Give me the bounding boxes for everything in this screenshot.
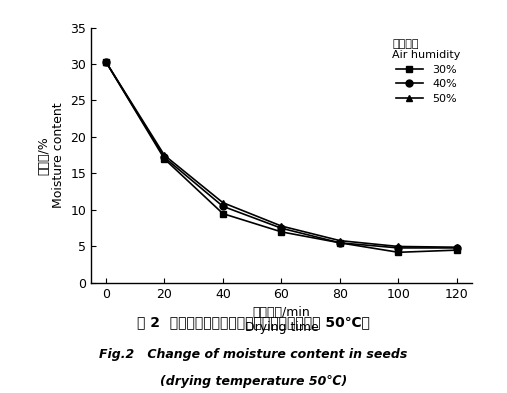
50% (395, 244, 402, 249)
40% (454, 246, 460, 250)
30% (395, 250, 402, 255)
30% (278, 230, 284, 234)
30% (220, 211, 226, 216)
Line: 50%: 50% (102, 58, 460, 251)
40% (161, 155, 167, 160)
Text: (drying temperature 50℃): (drying temperature 50℃) (160, 375, 347, 388)
50% (278, 224, 284, 228)
30% (161, 156, 167, 161)
Line: 30%: 30% (102, 58, 460, 256)
40% (220, 204, 226, 209)
50% (220, 200, 226, 205)
50% (454, 245, 460, 250)
Y-axis label: 含水率/%
Moisture content: 含水率/% Moisture content (37, 103, 65, 208)
40% (395, 246, 402, 250)
30% (337, 241, 343, 245)
30% (103, 59, 109, 64)
50% (103, 59, 109, 64)
40% (337, 241, 343, 245)
Line: 40%: 40% (102, 58, 460, 252)
X-axis label: 干燥时间/min
Drying time: 干燥时间/min Drying time (244, 307, 318, 334)
50% (161, 153, 167, 158)
40% (103, 59, 109, 64)
40% (278, 226, 284, 231)
30% (454, 248, 460, 252)
Legend: 30%, 40%, 50%: 30%, 40%, 50% (386, 33, 466, 109)
Text: Fig.2   Change of moisture content in seeds: Fig.2 Change of moisture content in seed… (99, 348, 408, 361)
Text: 图 2  干燥湿度对种子含水率的影响（干燥温度 50℃）: 图 2 干燥湿度对种子含水率的影响（干燥温度 50℃） (137, 315, 370, 329)
50% (337, 238, 343, 243)
